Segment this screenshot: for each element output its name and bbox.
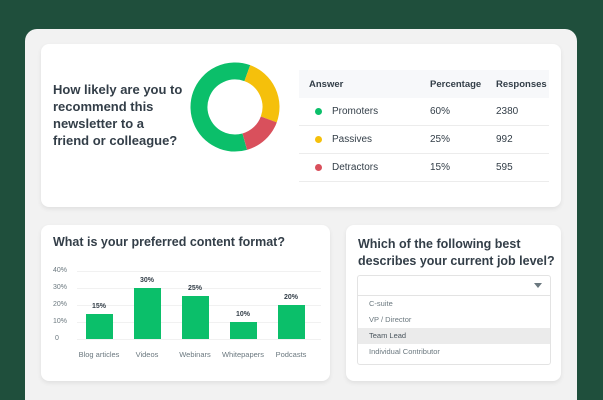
table-row: Detractors 15% 595 — [299, 154, 549, 182]
responses-cell: 595 — [496, 162, 513, 173]
bar-blog-articles — [86, 314, 113, 339]
table-row: Passives 25% 992 — [299, 126, 549, 154]
dropdown-toggle[interactable] — [358, 276, 550, 296]
bar-value-label: 25% — [187, 285, 202, 292]
job-level-card: Which of the following best describes yo… — [346, 225, 561, 381]
y-tick: 0 — [55, 335, 59, 342]
y-tick: 20% — [53, 301, 68, 308]
x-label: Blog articles — [78, 350, 120, 359]
percentage-cell: 60% — [430, 106, 451, 117]
content-format-title: What is your preferred content format? — [53, 235, 285, 249]
answer-cell: Passives — [332, 134, 373, 145]
bar-whitepapers — [230, 322, 257, 339]
bar-value-label: 30% — [139, 277, 154, 284]
bar-value-label: 10% — [235, 311, 250, 318]
col-percentage: Percentage — [430, 78, 482, 90]
dashboard-panel: How likely are you to recommend this new… — [25, 29, 577, 400]
content-format-bar-chart: 40% 30% 20% 10% 0 15% 30% 25% 10% 20% Bl… — [41, 265, 330, 375]
option-vp-director[interactable]: VP / Director — [369, 315, 412, 324]
bar-value-label: 20% — [283, 294, 298, 301]
caret-down-icon — [534, 283, 542, 288]
detractors-dot-icon — [315, 164, 322, 171]
nps-table-header: Answer Percentage Responses — [299, 70, 549, 98]
option-team-lead[interactable]: Team Lead — [358, 328, 550, 344]
y-tick: 10% — [53, 318, 68, 325]
responses-cell: 2380 — [496, 106, 519, 117]
y-tick: 40% — [53, 267, 68, 274]
content-format-card: What is your preferred content format? 4… — [41, 225, 330, 381]
job-level-dropdown[interactable]: C-suite VP / Director Team Lead Individu… — [357, 275, 551, 365]
col-answer: Answer — [309, 78, 344, 90]
nps-table: Answer Percentage Responses Promoters 60… — [299, 70, 549, 182]
bar-videos — [134, 288, 161, 339]
table-row: Promoters 60% 2380 — [299, 98, 549, 126]
bar-value-label: 15% — [91, 303, 106, 310]
option-individual-contributor[interactable]: Individual Contributor — [369, 347, 440, 356]
x-label: Webinars — [179, 350, 211, 359]
gridline — [77, 288, 321, 289]
answer-cell: Promoters — [332, 106, 379, 117]
option-c-suite[interactable]: C-suite — [369, 299, 393, 308]
x-label: Podcasts — [275, 350, 307, 359]
responses-cell: 992 — [496, 134, 513, 145]
job-level-title: Which of the following best describes yo… — [358, 237, 555, 268]
x-label: Videos — [135, 350, 159, 359]
col-responses: Responses — [496, 78, 547, 90]
nps-question: How likely are you to recommend this new… — [53, 82, 183, 148]
x-label: Whitepapers — [221, 350, 265, 359]
nps-donut-chart — [190, 62, 280, 152]
nps-card: How likely are you to recommend this new… — [41, 44, 561, 207]
bar-webinars — [182, 296, 209, 339]
passives-dot-icon — [315, 136, 322, 143]
y-tick: 30% — [53, 284, 68, 291]
promoters-dot-icon — [315, 108, 322, 115]
bar-podcasts — [278, 305, 305, 339]
gridline — [77, 339, 321, 340]
percentage-cell: 15% — [430, 162, 451, 173]
percentage-cell: 25% — [430, 134, 451, 145]
gridline — [77, 271, 321, 272]
answer-cell: Detractors — [332, 162, 379, 173]
